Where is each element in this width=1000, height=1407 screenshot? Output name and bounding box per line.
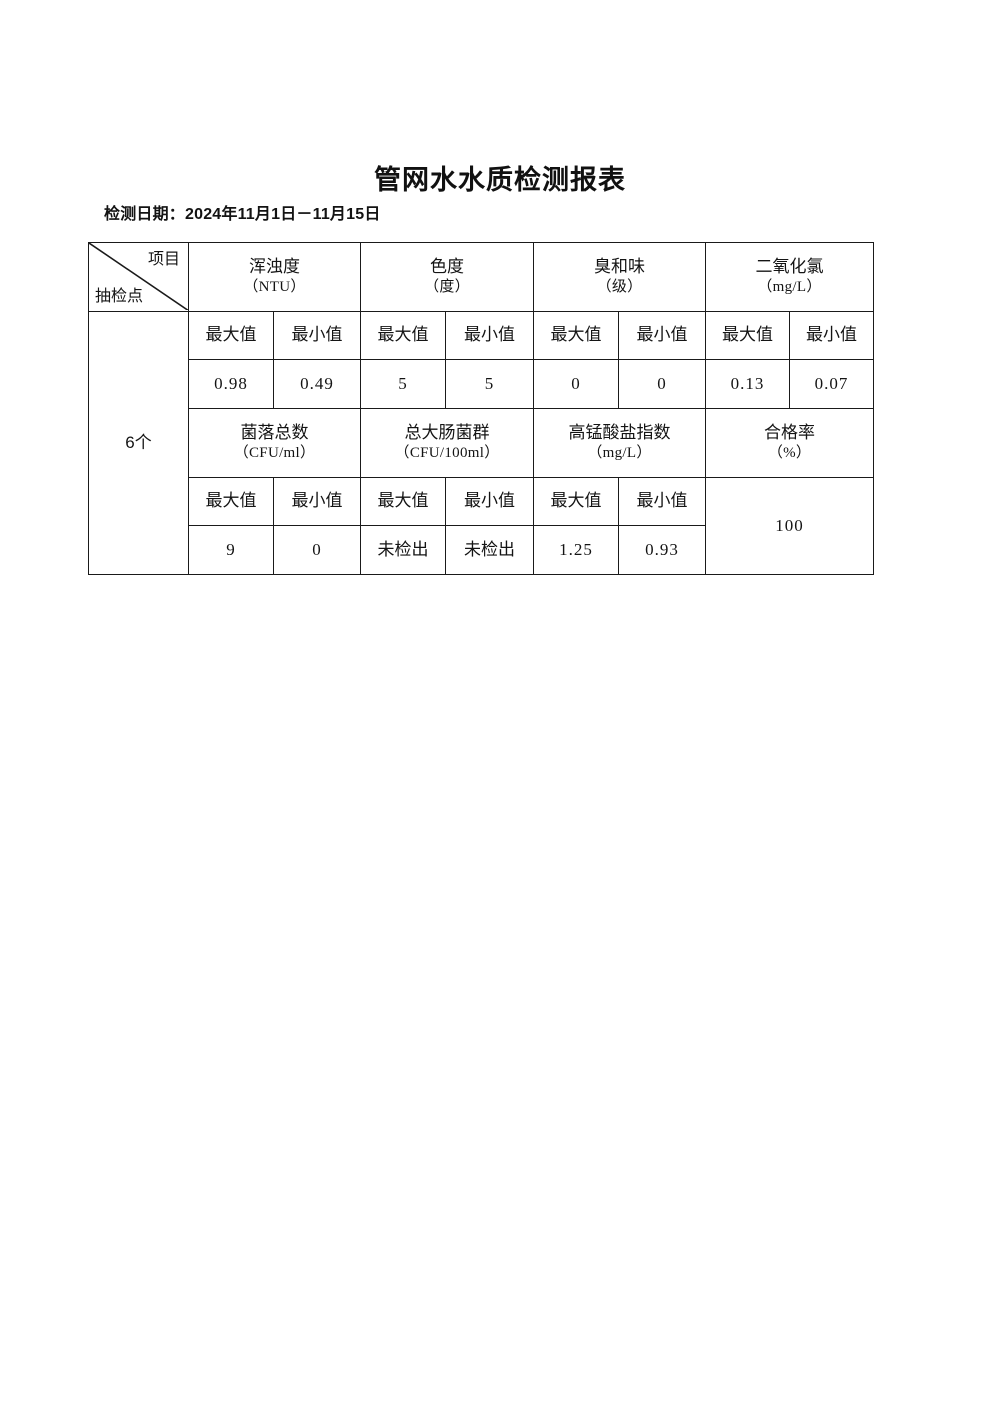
value-max-total-colony-count: 9 [188, 525, 274, 575]
group-header-chromaticity: 色度 （度） [360, 242, 535, 312]
subheader-min-odor-taste: 最小值 [618, 311, 707, 360]
group-header-total-coliform: 总大肠菌群 （CFU/100ml） [360, 408, 535, 478]
value-pass-rate: 100 [705, 477, 875, 575]
table-row: 菌落总数 （CFU/ml） 总大肠菌群 （CFU/100ml） 高锰酸盐指数 （… [89, 408, 875, 478]
group-unit: （mg/L） [757, 279, 822, 296]
group-name: 浑浊度 [249, 256, 300, 276]
subheader-min-total-coliform: 最小值 [445, 477, 535, 526]
corner-label-item: 项目 [147, 251, 180, 268]
group-name: 臭和味 [594, 256, 646, 276]
subheader-max-permanganate-index: 最大值 [533, 477, 620, 526]
subheader-max-odor-taste: 最大值 [533, 311, 620, 360]
group-name: 色度 [430, 256, 465, 276]
value-min-turbidity: 0.49 [272, 359, 362, 409]
group-header-chlorine-dioxide: 二氧化氯 （mg/L） [705, 242, 875, 312]
value-max-permanganate-index: 1.25 [533, 525, 620, 575]
table-row: 最大值 最小值 最大值 最小值 最大值 最小值 100 [89, 477, 875, 575]
subheader-min-permanganate-index: 最小值 [618, 477, 707, 526]
subheader-min-turbidity: 最小值 [272, 311, 362, 360]
group-unit: （级） [596, 279, 643, 296]
value-max-chlorine-dioxide: 0.13 [705, 359, 791, 409]
sample-point-count-cell: 6个 [88, 311, 189, 575]
value-min-total-coliform: 未检出 [445, 525, 535, 575]
group-unit: （mg/L） [587, 445, 652, 462]
group-name: 二氧化氯 [755, 256, 824, 276]
value-max-total-coliform: 未检出 [360, 525, 447, 575]
subheader-min-chromaticity: 最小值 [445, 311, 535, 360]
group-name: 合格率 [764, 422, 816, 442]
value-min-chromaticity: 5 [445, 359, 535, 409]
subheader-min-chlorine-dioxide: 最小值 [789, 311, 875, 360]
corner-header-cell: 项目 抽检点 [88, 242, 189, 312]
subheader-max-turbidity: 最大值 [188, 311, 274, 360]
group-unit: （度） [424, 279, 470, 296]
group-unit: （CFU/100ml） [394, 445, 500, 462]
value-min-permanganate-index: 0.93 [618, 525, 707, 575]
value-min-chlorine-dioxide: 0.07 [789, 359, 875, 409]
group-header-turbidity: 浑浊度 （NTU） [187, 242, 362, 312]
group-header-total-colony-count: 菌落总数 （CFU/ml） [187, 408, 362, 478]
value-min-odor-taste: 0 [618, 359, 707, 409]
table-row: 6个 最大值 最小值 最大值 最小值 最大值 最小值 最大值 最小值 [88, 311, 875, 575]
value-max-turbidity: 0.98 [188, 359, 274, 409]
subheader-max-chlorine-dioxide: 最大值 [705, 311, 791, 360]
table-row: 9 0 未检出 未检出 1.25 0.93 [89, 525, 874, 575]
group-header-odor-taste: 臭和味 （级） [533, 242, 707, 312]
value-max-chromaticity: 5 [360, 359, 447, 409]
detection-date-line: 检测日期：2024年11月1日－11月15日 [104, 206, 381, 223]
table-row: 0.98 0.49 5 5 0 0 0.13 0.07 [89, 359, 875, 409]
group-name: 高锰酸盐指数 [568, 422, 671, 442]
page-title: 管网水水质检测报表 [374, 165, 626, 195]
water-quality-table: 项目 抽检点 浑浊度 （NTU） 色度 （度） 臭和味 （级） 二氧化氯 （ [88, 242, 875, 575]
group-unit: （CFU/ml） [233, 445, 316, 462]
group-name: 总大肠菌群 [404, 422, 490, 442]
group-header-pass-rate: 合格率 （%） [705, 408, 875, 478]
subheader-min-total-colony-count: 最小值 [272, 477, 362, 526]
corner-label-sample-point: 抽检点 [95, 287, 144, 305]
group-unit: （NTU） [243, 279, 306, 296]
subheader-max-total-colony-count: 最大值 [188, 477, 274, 526]
group-unit: （%） [767, 445, 812, 462]
subheader-max-chromaticity: 最大值 [360, 311, 447, 360]
subheader-max-total-coliform: 最大值 [360, 477, 447, 526]
group-name: 菌落总数 [240, 422, 309, 442]
value-max-odor-taste: 0 [533, 359, 620, 409]
group-header-permanganate-index: 高锰酸盐指数 （mg/L） [533, 408, 707, 478]
value-min-total-colony-count: 0 [272, 525, 362, 575]
table-row: 项目 抽检点 浑浊度 （NTU） 色度 （度） 臭和味 （级） 二氧化氯 （ [88, 242, 875, 312]
